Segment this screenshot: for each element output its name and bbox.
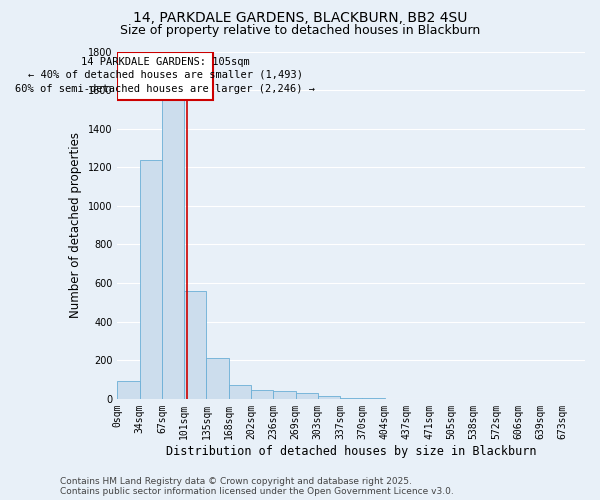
Bar	[140, 160, 162, 399]
Text: 60% of semi-detached houses are larger (2,246) →: 60% of semi-detached houses are larger (…	[15, 84, 315, 94]
Bar	[318, 396, 340, 399]
Bar	[162, 80, 184, 399]
Text: ← 40% of detached houses are smaller (1,493): ← 40% of detached houses are smaller (1,…	[28, 70, 303, 80]
X-axis label: Distribution of detached houses by size in Blackburn: Distribution of detached houses by size …	[166, 444, 536, 458]
Y-axis label: Number of detached properties: Number of detached properties	[70, 132, 82, 318]
Text: 14 PARKDALE GARDENS: 105sqm: 14 PARKDALE GARDENS: 105sqm	[81, 58, 250, 68]
Bar	[251, 390, 273, 399]
Text: Size of property relative to detached houses in Blackburn: Size of property relative to detached ho…	[120, 24, 480, 37]
Bar	[184, 291, 206, 399]
Bar	[340, 398, 362, 399]
Bar	[296, 393, 318, 399]
Bar	[118, 52, 213, 100]
Bar	[118, 380, 140, 399]
Bar	[229, 386, 251, 399]
Text: Contains HM Land Registry data © Crown copyright and database right 2025.
Contai: Contains HM Land Registry data © Crown c…	[60, 476, 454, 496]
Text: 14, PARKDALE GARDENS, BLACKBURN, BB2 4SU: 14, PARKDALE GARDENS, BLACKBURN, BB2 4SU	[133, 11, 467, 25]
Bar	[273, 390, 296, 399]
Bar	[206, 358, 229, 399]
Bar	[362, 398, 385, 399]
